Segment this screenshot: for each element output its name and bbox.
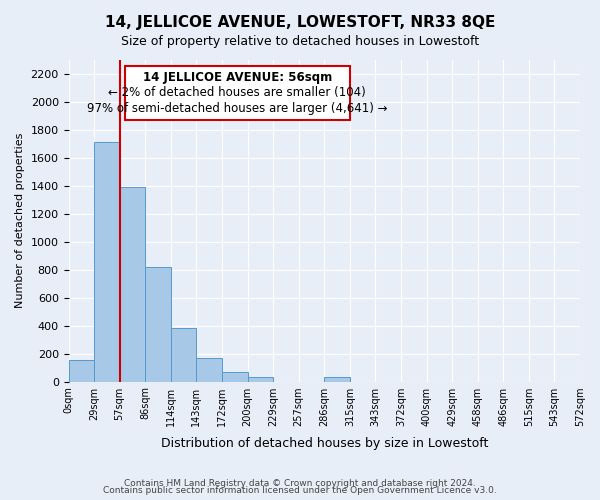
Text: Size of property relative to detached houses in Lowestoft: Size of property relative to detached ho… bbox=[121, 35, 479, 48]
Bar bbox=[196, 358, 222, 382]
Bar bbox=[171, 328, 196, 382]
Bar bbox=[145, 267, 171, 382]
Bar bbox=[248, 378, 273, 382]
Y-axis label: Number of detached properties: Number of detached properties bbox=[15, 133, 25, 308]
Bar bbox=[324, 378, 350, 382]
X-axis label: Distribution of detached houses by size in Lowestoft: Distribution of detached houses by size … bbox=[161, 437, 488, 450]
Bar bbox=[222, 372, 248, 382]
Bar bbox=[94, 142, 119, 382]
Text: Contains public sector information licensed under the Open Government Licence v3: Contains public sector information licen… bbox=[103, 486, 497, 495]
Text: 14, JELLICOE AVENUE, LOWESTOFT, NR33 8QE: 14, JELLICOE AVENUE, LOWESTOFT, NR33 8QE bbox=[105, 15, 495, 30]
Text: Contains HM Land Registry data © Crown copyright and database right 2024.: Contains HM Land Registry data © Crown c… bbox=[124, 478, 476, 488]
Bar bbox=[68, 360, 94, 382]
FancyBboxPatch shape bbox=[125, 66, 350, 120]
Text: 97% of semi-detached houses are larger (4,641) →: 97% of semi-detached houses are larger (… bbox=[87, 102, 388, 114]
Text: 14 JELLICOE AVENUE: 56sqm: 14 JELLICOE AVENUE: 56sqm bbox=[143, 71, 332, 84]
Text: ← 2% of detached houses are smaller (104): ← 2% of detached houses are smaller (104… bbox=[109, 86, 366, 100]
Bar bbox=[119, 187, 145, 382]
